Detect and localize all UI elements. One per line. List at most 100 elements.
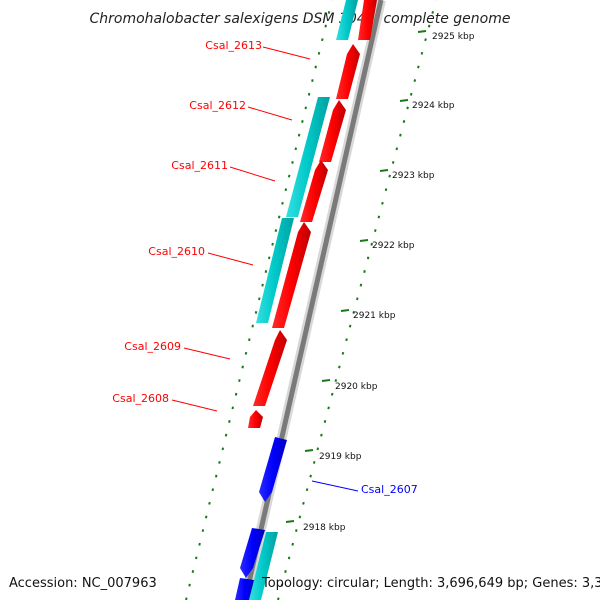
map-title: Chromohalobacter salexigens DSM 3043, co… xyxy=(90,11,511,27)
guide-dot xyxy=(277,215,281,219)
guide-dot xyxy=(327,10,331,14)
guide-dot xyxy=(305,488,309,492)
forward-genes xyxy=(248,0,377,428)
guide-dot xyxy=(352,310,355,314)
guide-dot xyxy=(218,460,221,464)
guide-dot xyxy=(323,420,327,423)
tick-mark xyxy=(304,449,314,452)
guide-dot xyxy=(406,106,409,110)
gene-label-csal-2608: Csal_2608 xyxy=(112,392,169,405)
guide-dot xyxy=(312,460,316,464)
guide-dot xyxy=(321,38,324,42)
guide-dot xyxy=(370,242,373,246)
guide-dot xyxy=(424,38,427,42)
cds-bars xyxy=(249,0,358,600)
guide-dot xyxy=(309,474,312,478)
guide-dot xyxy=(377,215,381,219)
guide-dot xyxy=(254,310,258,314)
gene-arrow-csal-2607 xyxy=(259,437,287,502)
guide-dot xyxy=(304,106,307,110)
tick-label: 2920 kbp xyxy=(335,382,378,392)
gene-labels: Csal_2613 Csal_2612 Csal_2611 Csal_2610 … xyxy=(112,39,417,496)
guide-dot xyxy=(274,229,278,233)
guide-dot xyxy=(384,188,388,192)
guide-dot xyxy=(417,65,420,69)
guide-dot xyxy=(338,365,341,369)
leader-line xyxy=(183,347,231,360)
guide-dot xyxy=(413,79,417,83)
gene-arrow-csal-2612 xyxy=(319,100,346,162)
gene-label-csal-2612: Csal_2612 xyxy=(189,99,246,112)
tick-mark xyxy=(340,309,350,312)
accession-text: Accession: NC_007963 xyxy=(9,576,157,591)
tick-mark xyxy=(285,520,295,523)
guide-dot xyxy=(366,256,370,260)
guide-dot xyxy=(301,120,304,123)
summary-text: Topology: circular; Length: 3,696,649 bp… xyxy=(261,576,600,591)
guide-dot xyxy=(284,570,287,573)
guide-dot xyxy=(363,270,366,273)
tick-label: 2922 kbp xyxy=(372,241,415,251)
guide-dot xyxy=(195,556,198,560)
guide-dot xyxy=(258,297,261,301)
guide-dot xyxy=(261,283,264,287)
gene-arrow-csal-2611 xyxy=(300,160,328,222)
gene-label-csal-2611: Csal_2611 xyxy=(171,159,228,172)
leader-line xyxy=(311,480,359,492)
gene-arrow-csal-2613 xyxy=(336,44,360,99)
guide-dot xyxy=(297,133,301,137)
guide-dot xyxy=(399,133,402,137)
gene-label-csal-2613: Csal_2613 xyxy=(205,39,262,52)
guide-dot xyxy=(381,201,384,205)
gene-arrow-bottom-1 xyxy=(240,528,265,578)
cds-bar xyxy=(256,218,294,323)
guide-dot xyxy=(388,174,391,178)
guide-dot xyxy=(221,447,225,451)
guide-dot xyxy=(287,174,291,178)
tick-mark xyxy=(379,169,389,172)
tick-mark xyxy=(417,30,427,33)
guide-dot xyxy=(427,24,431,28)
guide-dot xyxy=(241,365,244,369)
scale-ticks: 2925 kbp 2924 kbp 2923 kbp 2922 kbp 2921… xyxy=(285,30,475,533)
guide-dot xyxy=(345,338,348,342)
leader-line xyxy=(262,46,311,60)
gene-arrow-csal-2610 xyxy=(272,222,311,328)
guide-dot xyxy=(294,147,298,151)
guide-dot xyxy=(224,433,228,437)
guide-dot xyxy=(228,420,231,423)
guide-dot xyxy=(191,570,195,573)
tick-mark xyxy=(359,239,369,242)
guide-dot xyxy=(268,256,271,260)
guide-dot xyxy=(188,583,191,587)
guide-dot xyxy=(348,324,352,328)
guide-dot xyxy=(341,351,345,355)
guide-dot xyxy=(244,351,248,355)
guide-dot xyxy=(330,392,334,396)
guide-dot xyxy=(287,556,291,560)
reverse-genes xyxy=(235,437,287,600)
guide-dot xyxy=(238,379,241,383)
guide-dot xyxy=(317,51,321,55)
tick-mark xyxy=(399,99,409,102)
guide-dot xyxy=(280,583,284,587)
guide-dot xyxy=(356,297,359,301)
tick-label: 2923 kbp xyxy=(392,171,435,181)
guide-dot xyxy=(320,433,323,437)
cds-bar xyxy=(249,532,278,600)
guide-dot xyxy=(248,338,251,342)
leader-line xyxy=(247,106,293,121)
guide-dot xyxy=(431,10,434,14)
guide-dot xyxy=(395,147,399,151)
tick-label: 2919 kbp xyxy=(319,452,362,462)
tick-label: 2921 kbp xyxy=(353,311,396,321)
guide-dot xyxy=(316,447,320,451)
guide-dot xyxy=(307,92,311,96)
leader-line xyxy=(229,166,276,182)
tick-label: 2925 kbp xyxy=(432,32,475,42)
gene-label-csal-2607: Csal_2607 xyxy=(361,483,418,496)
guide-dot xyxy=(264,270,268,273)
guide-dot xyxy=(284,188,288,192)
guide-dot xyxy=(324,24,327,28)
